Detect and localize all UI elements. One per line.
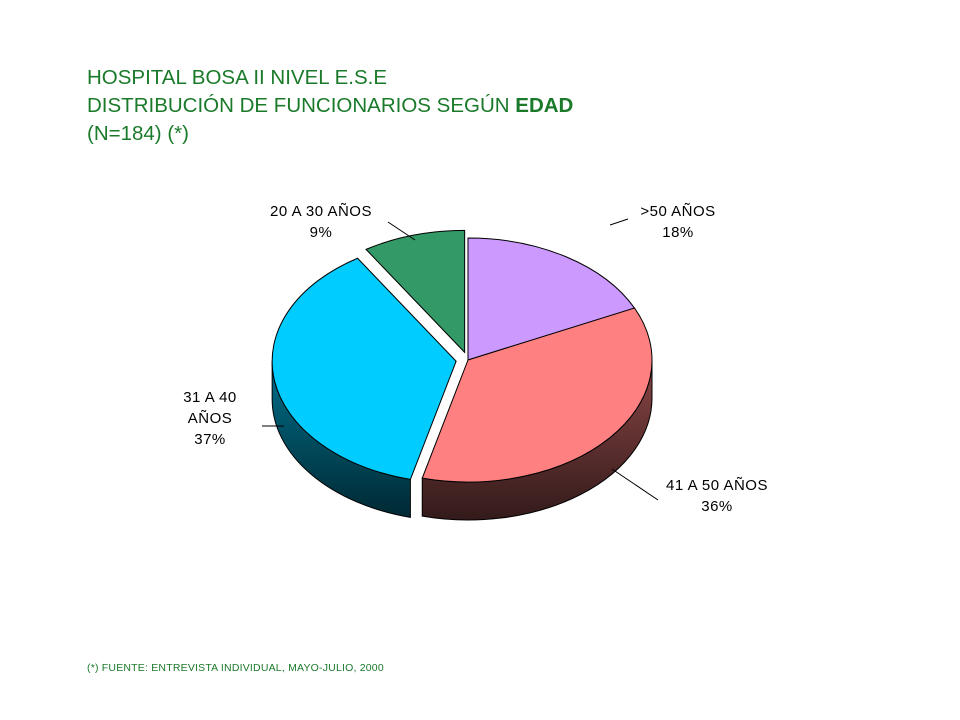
title-line-2-bold: EDAD [515,94,574,117]
footnote: (*) FUENTE: ENTREVISTA INDIVIDUAL, MAYO-… [87,662,384,674]
title-line-2: DISTRIBUCIÓN DE FUNCIONARIOS SEGÚN EDAD [87,92,573,120]
slice-2 [421,307,653,483]
slice-name-label: 31 A 40 [183,389,237,406]
slice-label-2: 41 A 50 AÑOS 36% [666,477,768,515]
slice-pct-label: 18% [662,224,694,241]
title-line-2-prefix: DISTRIBUCIÓN DE FUNCIONARIOS SEGÚN [87,94,516,117]
slice-pct-label: 37% [194,431,226,448]
slice-4 [365,229,466,354]
title-line-3: (N=184) (*) [87,122,189,145]
slice-label-4: 20 A 30 AÑOS 9% [270,203,372,241]
slice-name-label: >50 AÑOS [640,203,715,220]
slice-pct-label: 9% [310,224,333,241]
slice-name-label: 20 A 30 AÑOS [270,203,372,220]
leader-line-2 [611,468,659,501]
slice-name-label: AÑOS [188,410,233,427]
slice-label-1: >50 AÑOS 18% [640,203,715,241]
slice-pct-label: 36% [701,498,733,515]
chart-title: HOSPITAL BOSA II NIVEL E.S.E DISTRIBUCIÓ… [87,64,573,148]
slice-3 [271,257,457,480]
slice-name-label: 41 A 50 AÑOS [666,477,768,494]
leader-line-1 [609,218,629,226]
slice-1 [467,237,636,361]
slice-label-3: 31 A 40 AÑOS 37% [183,389,237,448]
leader-line-4 [387,221,416,241]
title-line-1: HOSPITAL BOSA II NIVEL E.S.E [87,66,388,89]
